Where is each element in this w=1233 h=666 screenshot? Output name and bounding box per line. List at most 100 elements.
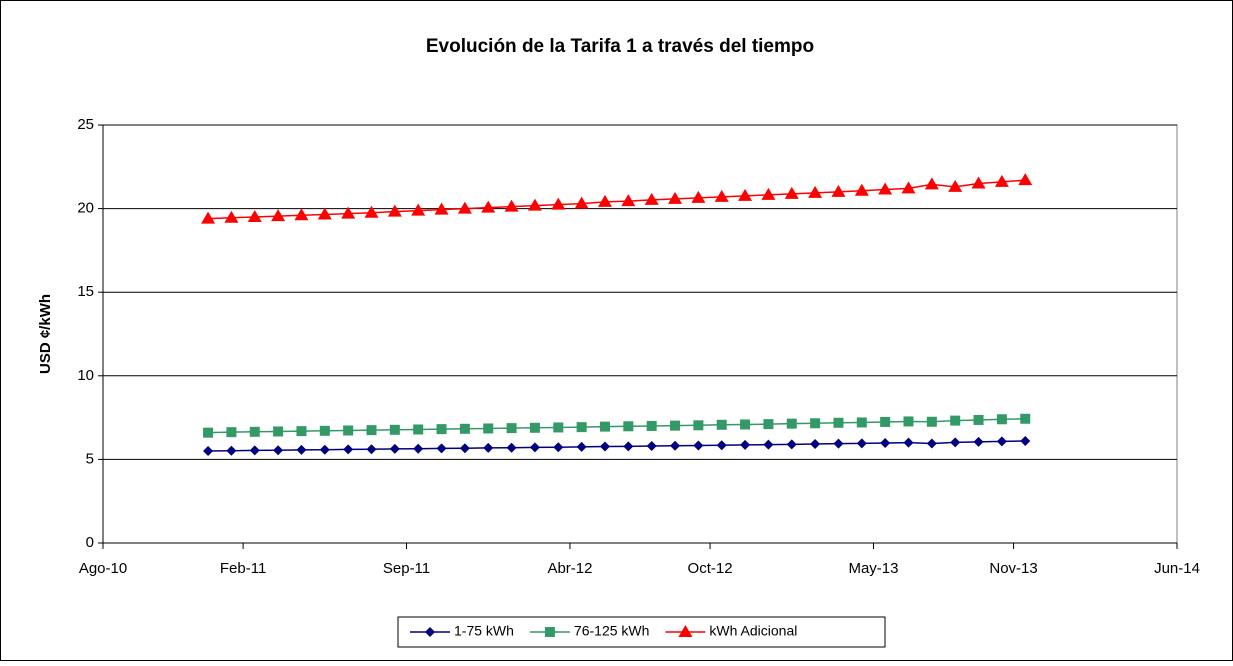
x-tick-label: Nov-13 [989, 560, 1037, 577]
marker [553, 442, 564, 453]
marker [224, 210, 239, 223]
marker [996, 436, 1007, 447]
marker [784, 186, 799, 199]
marker [364, 205, 379, 218]
marker [425, 627, 435, 637]
marker [296, 444, 307, 455]
marker [506, 442, 517, 453]
marker [319, 425, 330, 436]
y-tick-label: 5 [86, 450, 94, 467]
marker [924, 177, 939, 190]
marker [716, 419, 727, 430]
y-tick-label: 25 [77, 116, 94, 133]
legend-label: 76-125 kWh [574, 623, 649, 639]
marker [786, 418, 797, 429]
marker [948, 179, 963, 192]
marker [693, 440, 704, 451]
marker [574, 196, 589, 209]
marker [459, 423, 470, 434]
marker [903, 437, 914, 448]
legend-label: kWh Adicional [709, 623, 797, 639]
marker [366, 444, 377, 455]
marker [623, 421, 634, 432]
marker [623, 441, 634, 452]
y-tick-label: 20 [77, 200, 94, 217]
x-tick-label: Jun-14 [1154, 560, 1200, 577]
x-tick-label: Feb-11 [220, 560, 266, 577]
marker [413, 443, 424, 454]
marker [273, 426, 284, 437]
marker [459, 443, 470, 454]
marker [599, 421, 610, 432]
marker [810, 418, 821, 429]
marker [1020, 413, 1031, 424]
marker [483, 423, 494, 434]
marker [693, 420, 704, 431]
marker [203, 446, 214, 457]
marker [994, 174, 1009, 187]
marker [833, 417, 844, 428]
marker [926, 438, 937, 449]
marker [387, 204, 402, 217]
marker [599, 441, 610, 452]
marker [341, 206, 356, 219]
marker [436, 424, 447, 435]
marker [926, 416, 937, 427]
marker [668, 191, 683, 204]
marker [856, 438, 867, 449]
marker [296, 426, 307, 437]
marker [880, 438, 891, 449]
marker [716, 440, 727, 451]
marker [1018, 173, 1033, 186]
marker [670, 420, 681, 431]
marker [436, 443, 447, 454]
marker [434, 202, 449, 215]
marker [996, 414, 1007, 425]
y-axis-label: USD ¢/kWh [37, 294, 54, 374]
marker [343, 444, 354, 455]
marker [714, 189, 729, 202]
marker [678, 625, 693, 637]
marker [621, 194, 636, 207]
chart-title: Evolución de la Tarifa 1 a través del ti… [426, 36, 814, 57]
y-tick-label: 15 [77, 283, 94, 300]
marker [854, 183, 869, 196]
x-tick-label: Abr-12 [547, 560, 592, 577]
marker [483, 442, 494, 453]
marker [551, 197, 566, 210]
marker [319, 444, 330, 455]
marker [973, 414, 984, 425]
x-tick-label: Ago-10 [79, 560, 127, 577]
marker [553, 422, 564, 433]
marker [343, 425, 354, 436]
marker [1020, 436, 1031, 447]
marker [738, 188, 753, 201]
marker [413, 424, 424, 435]
marker [294, 208, 309, 221]
marker [226, 445, 237, 456]
marker [457, 201, 472, 214]
marker [691, 190, 706, 203]
x-tick-label: May-13 [848, 560, 898, 577]
marker [903, 416, 914, 427]
y-tick-label: 0 [86, 534, 94, 551]
y-tick-label: 10 [77, 367, 94, 384]
marker [810, 439, 821, 450]
marker [389, 443, 400, 454]
marker [856, 417, 867, 428]
marker [786, 439, 797, 450]
marker [226, 427, 237, 438]
marker [880, 416, 891, 427]
marker [597, 194, 612, 207]
x-tick-label: Oct-12 [688, 560, 733, 577]
marker [740, 439, 751, 450]
marker [273, 445, 284, 456]
marker [644, 192, 659, 205]
marker [389, 424, 400, 435]
marker [878, 182, 893, 195]
marker [761, 187, 776, 200]
marker [950, 437, 961, 448]
marker [317, 207, 332, 220]
marker [271, 209, 286, 222]
